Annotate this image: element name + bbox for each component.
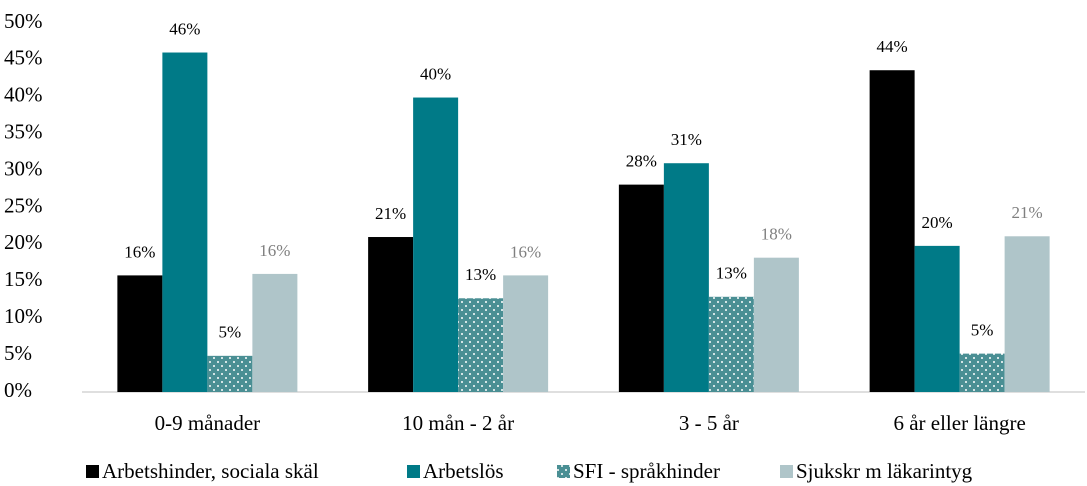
- y-tick-label: 0%: [4, 378, 32, 402]
- legend-label: Arbetslös: [423, 459, 504, 483]
- bar: [618, 184, 664, 392]
- bar: [162, 52, 208, 393]
- value-label: 21%: [375, 204, 406, 223]
- bar: [458, 298, 504, 392]
- value-label: 5%: [971, 321, 994, 340]
- y-tick-label: 40%: [4, 83, 43, 107]
- x-tick-label: 10 mån - 2 år: [402, 411, 514, 435]
- legend-label: Sjukskr m läkarintyg: [796, 459, 973, 483]
- value-label: 40%: [420, 64, 451, 83]
- y-tick-label: 20%: [4, 230, 43, 254]
- legend-swatch: [557, 465, 570, 478]
- y-tick-label: 10%: [4, 304, 43, 328]
- bar: [663, 163, 709, 392]
- value-label: 46%: [169, 19, 200, 38]
- value-label: 28%: [626, 152, 657, 171]
- bar: [413, 97, 459, 393]
- value-label: 44%: [877, 37, 908, 56]
- bar: [959, 353, 1005, 392]
- x-tick-label: 3 - 5 år: [679, 411, 739, 435]
- value-label: 5%: [219, 323, 242, 342]
- bar: [708, 296, 754, 392]
- value-label: 16%: [510, 242, 541, 261]
- legend-label: Arbetshinder, sociala skäl: [102, 459, 319, 483]
- bar: [753, 257, 799, 392]
- value-label: 13%: [716, 264, 747, 283]
- value-label: 13%: [465, 265, 496, 284]
- x-tick-label: 0-9 månader: [155, 411, 261, 435]
- bar: [252, 273, 298, 392]
- value-label: 31%: [671, 130, 702, 149]
- legend-swatch: [780, 465, 793, 478]
- value-label: 16%: [259, 241, 290, 260]
- y-tick-label: 30%: [4, 156, 43, 180]
- bar: [503, 275, 549, 392]
- y-tick-label: 5%: [4, 341, 32, 365]
- legend-label: SFI - språkhinder: [573, 459, 720, 483]
- value-label: 20%: [922, 213, 953, 232]
- bar: [914, 245, 960, 392]
- y-tick-label: 25%: [4, 193, 43, 217]
- x-tick-label: 6 år eller längre: [893, 411, 1025, 435]
- bar: [869, 70, 915, 393]
- bar: [207, 355, 253, 392]
- y-tick-label: 15%: [4, 267, 43, 291]
- y-tick-label: 45%: [4, 46, 43, 70]
- value-label: 21%: [1012, 203, 1043, 222]
- bar: [1004, 236, 1050, 392]
- y-tick-label: 35%: [4, 120, 43, 144]
- value-label: 18%: [761, 225, 792, 244]
- legend-swatch: [86, 465, 99, 478]
- value-label: 16%: [124, 242, 155, 261]
- bar: [368, 237, 414, 392]
- bar: [117, 275, 163, 392]
- legend-swatch: [407, 465, 420, 478]
- y-tick-label: 50%: [4, 9, 43, 33]
